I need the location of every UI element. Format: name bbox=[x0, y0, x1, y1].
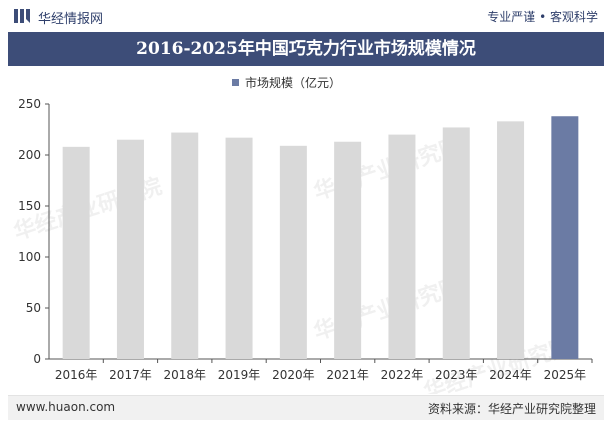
x-tick-label: 2019年 bbox=[218, 368, 261, 382]
legend-marker bbox=[232, 79, 239, 86]
bar bbox=[334, 141, 362, 359]
bar bbox=[62, 146, 90, 359]
bar bbox=[171, 132, 199, 359]
y-tick-label: 200 bbox=[18, 148, 41, 162]
watermark-text: 华经产业研究院 bbox=[311, 273, 466, 345]
data-source: 资料来源：华经产业研究院整理 bbox=[427, 402, 596, 416]
y-tick-label: 100 bbox=[18, 250, 41, 264]
bar bbox=[497, 121, 525, 359]
bar bbox=[116, 139, 144, 359]
x-tick-label: 2021年 bbox=[326, 368, 369, 382]
huajing-logo-icon bbox=[14, 9, 30, 23]
footer-bar: www.huaon.com 资料来源：华经产业研究院整理 bbox=[8, 395, 604, 420]
header-bar: 华经情报网 专业严谨 • 客观科学 bbox=[0, 0, 612, 32]
x-tick-label: 2017年 bbox=[109, 368, 152, 382]
x-tick-label: 2022年 bbox=[381, 368, 424, 382]
x-tick-label: 2023年 bbox=[435, 368, 478, 382]
y-tick-label: 250 bbox=[18, 97, 41, 111]
x-tick-label: 2020年 bbox=[272, 368, 315, 382]
y-tick-label: 0 bbox=[33, 352, 41, 366]
website-url: www.huaon.com bbox=[16, 400, 116, 414]
bar bbox=[551, 116, 579, 359]
x-tick-label: 2025年 bbox=[544, 368, 587, 382]
bar bbox=[225, 137, 253, 359]
y-tick-label: 50 bbox=[26, 301, 41, 315]
bar bbox=[279, 145, 307, 359]
x-tick-label: 2024年 bbox=[489, 368, 532, 382]
bar-chart: 华经产业研究院华经产业研究院华经产业研究院华经产业研究院市场规模（亿元）0501… bbox=[11, 75, 593, 394]
bar bbox=[442, 127, 470, 360]
bar bbox=[388, 134, 416, 359]
brand-name: 华经情报网 bbox=[38, 12, 104, 27]
y-tick-label: 150 bbox=[18, 199, 41, 213]
x-tick-label: 2016年 bbox=[55, 368, 98, 382]
brand-slogan: 专业严谨 • 客观科学 bbox=[487, 10, 598, 24]
x-tick-label: 2018年 bbox=[163, 368, 206, 382]
legend-label: 市场规模（亿元） bbox=[245, 75, 341, 90]
chart-title: 2016-2025年中国巧克力行业市场规模情况 bbox=[8, 32, 604, 66]
watermark-text: 华经产业研究院 bbox=[311, 133, 466, 205]
